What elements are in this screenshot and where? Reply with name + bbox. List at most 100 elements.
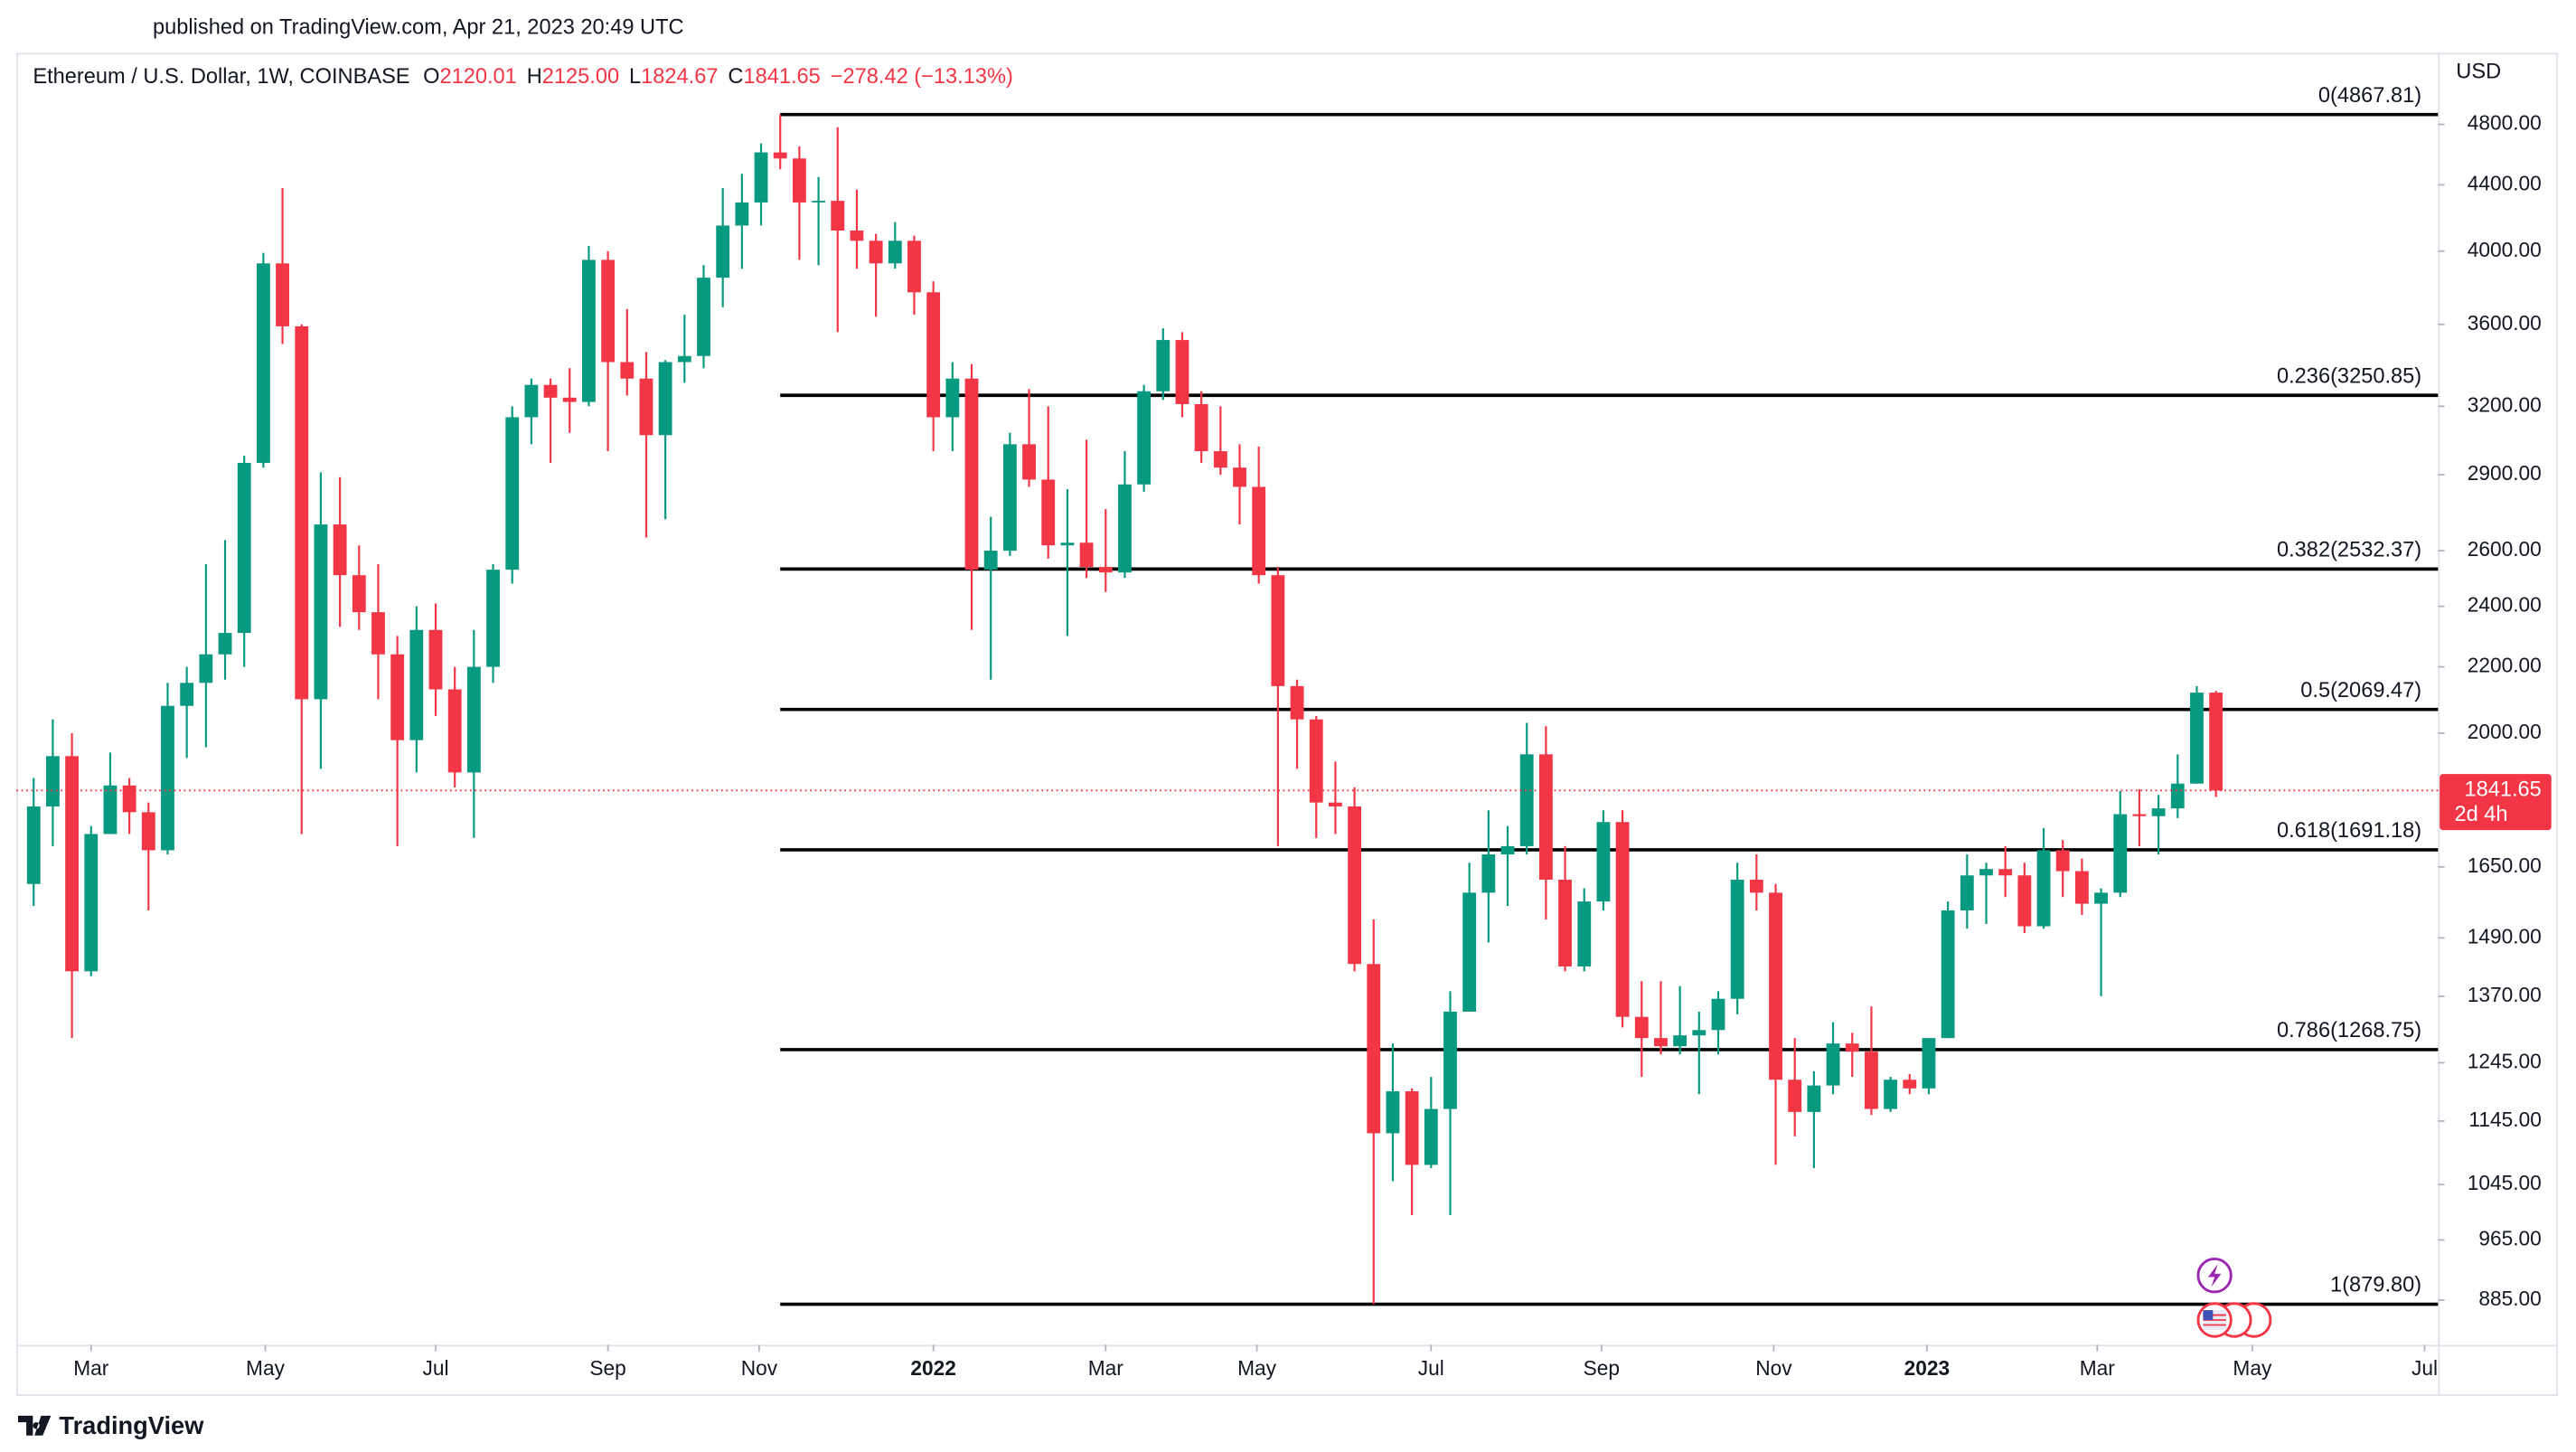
- candle-body: [1367, 964, 1381, 1134]
- x-tick-label: Sep: [589, 1356, 625, 1380]
- brand-name: TradingView: [59, 1411, 204, 1439]
- candle-body: [1749, 879, 1763, 893]
- candle-body: [2113, 814, 2128, 893]
- candle-body: [1596, 822, 1611, 902]
- candle-body: [1098, 567, 1113, 573]
- candle-body: [677, 355, 691, 363]
- candle-body: [1538, 754, 1553, 880]
- legend-value: 2125.00: [542, 65, 619, 89]
- candle-body: [1634, 1016, 1649, 1039]
- candle-body: [524, 384, 539, 418]
- y-tick-label: 1490.00: [2468, 924, 2542, 948]
- candle-body: [1060, 542, 1075, 546]
- currency-label: USD: [2456, 61, 2501, 84]
- legend-key: H: [527, 65, 542, 89]
- fib-level-label: 0.382(2532.37): [2277, 539, 2421, 562]
- fib-level-label: 0.236(3250.85): [2277, 364, 2421, 388]
- fib-level-label: 0.786(1268.75): [2277, 1019, 2421, 1042]
- x-tick-label: Mar: [1088, 1356, 1124, 1380]
- candle-body: [562, 397, 577, 402]
- candle-body: [1079, 542, 1094, 568]
- fib-level-label: 0(4867.81): [2318, 84, 2421, 108]
- legend-change: −278.42 (−13.13%): [831, 65, 1013, 89]
- y-tick-label: 1245.00: [2468, 1049, 2542, 1072]
- y-tick-label: 1045.00: [2468, 1171, 2542, 1194]
- candle-body: [218, 633, 232, 655]
- candle-body: [1519, 754, 1534, 846]
- y-tick-label: 1370.00: [2468, 983, 2542, 1006]
- candle-body: [773, 152, 787, 159]
- x-tick-label: 2022: [910, 1356, 956, 1380]
- y-tick-label: 965.00: [2478, 1226, 2541, 1249]
- candle-body: [1348, 806, 1362, 965]
- y-tick-label: 885.00: [2478, 1287, 2541, 1310]
- x-tick-label: Jul: [2411, 1356, 2438, 1380]
- candle-body: [582, 259, 596, 402]
- candle-body: [1424, 1108, 1438, 1165]
- candle-body: [1654, 1038, 1668, 1047]
- candles: [26, 114, 2223, 1305]
- candle-body: [199, 654, 213, 684]
- candle-body: [466, 666, 481, 773]
- candle-body: [1462, 892, 1477, 1012]
- candle-body: [1233, 467, 1246, 487]
- candle-body: [26, 806, 41, 884]
- lightning-glyph: [2207, 1263, 2222, 1287]
- y-tick-label: 2600.00: [2468, 537, 2542, 561]
- candle-body: [1577, 901, 1592, 966]
- candle-body: [945, 378, 960, 418]
- candle-body: [314, 524, 328, 700]
- candle-body: [1156, 340, 1170, 391]
- candle-body: [161, 705, 174, 851]
- y-tick-label: 4000.00: [2468, 238, 2542, 261]
- y-tick-label: 1650.00: [2468, 853, 2542, 877]
- candle-body: [295, 325, 309, 700]
- candle-body: [505, 417, 520, 570]
- fib-level-label: 0.618(1691.18): [2277, 819, 2421, 843]
- candle-body: [1041, 479, 1056, 546]
- y-tick-label: 1145.00: [2468, 1108, 2541, 1131]
- candle-body: [1615, 822, 1630, 1017]
- candle-body: [697, 278, 710, 356]
- x-tick-label: Jul: [1418, 1356, 1444, 1380]
- brand-logo: TradingView: [17, 1411, 204, 1439]
- candle-body: [1118, 484, 1132, 573]
- chart-frame: [16, 52, 2559, 1396]
- x-tick-label: May: [1237, 1356, 1277, 1380]
- y-tick-label: 2200.00: [2468, 654, 2542, 677]
- candle-body: [735, 202, 749, 226]
- candle-body: [1558, 879, 1572, 966]
- candle-body: [2074, 871, 2089, 904]
- legend-title: Ethereum / U.S. Dollar, 1W, COINBASE: [33, 65, 409, 89]
- legend-value: 1824.67: [641, 65, 718, 89]
- candle-body: [1290, 685, 1304, 720]
- candle-body: [2190, 693, 2204, 784]
- candle-body: [390, 654, 405, 740]
- x-tick-label: 2023: [1904, 1356, 1951, 1380]
- candle-body: [1692, 1030, 1706, 1036]
- candle-body: [869, 240, 883, 264]
- candle-body: [371, 612, 385, 655]
- candle-body: [1328, 802, 1342, 806]
- candle-body: [237, 462, 251, 634]
- fib-level-label: 1(879.80): [2330, 1274, 2421, 1297]
- candle-body: [1405, 1091, 1419, 1165]
- x-tick-label: Nov: [741, 1356, 778, 1380]
- candle-body: [1175, 340, 1189, 404]
- x-tick-label: Mar: [73, 1356, 109, 1380]
- candle-body: [2132, 814, 2147, 816]
- candle-body: [850, 231, 864, 241]
- candle-body: [792, 158, 806, 203]
- candle-body: [256, 263, 270, 463]
- candle-body: [1252, 486, 1266, 576]
- candle-body: [716, 225, 730, 278]
- candle-body: [409, 629, 424, 740]
- candle-body: [1769, 892, 1782, 1080]
- candle-body: [2017, 875, 2032, 927]
- candle-body: [2151, 808, 2166, 816]
- candle-body: [2094, 892, 2108, 904]
- legend-key: O: [423, 65, 439, 89]
- candle-body: [639, 378, 653, 436]
